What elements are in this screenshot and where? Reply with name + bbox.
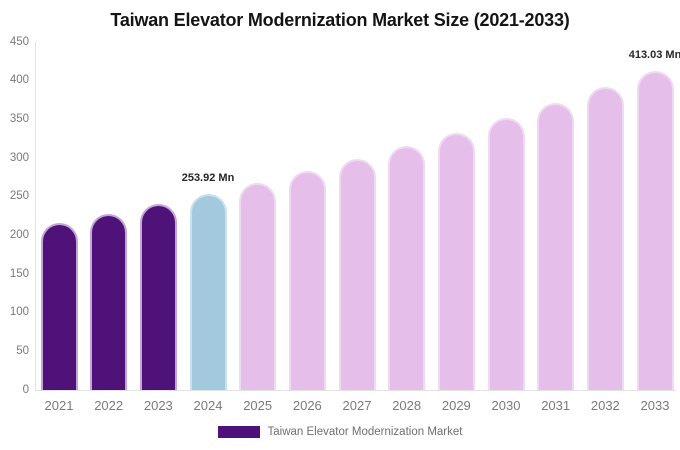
bar-2024[interactable] (189, 193, 227, 390)
x-axis-label-2031: 2031 (541, 398, 571, 413)
y-axis-line (35, 42, 36, 390)
bar-2033[interactable] (636, 70, 674, 390)
legend-swatch (217, 426, 260, 438)
y-axis-tick-label: 50 (16, 344, 29, 357)
x-axis-label-2029: 2029 (441, 398, 471, 413)
bar-value-annotation-2033: 413.03 Mn (628, 48, 680, 61)
bar-value-annotation-2024: 253.92 Mn (181, 171, 235, 184)
y-axis-tick-label: 100 (9, 306, 29, 319)
x-axis-line (35, 390, 676, 391)
bar-2023[interactable] (139, 203, 177, 390)
bar-2029[interactable] (437, 132, 475, 390)
bar-2021[interactable] (40, 223, 78, 390)
y-axis-tick-label: 350 (9, 112, 29, 125)
y-axis-tick-label: 250 (9, 190, 29, 203)
x-axis-label-2027: 2027 (342, 398, 372, 413)
bar-2030[interactable] (487, 118, 525, 390)
x-axis-label-2026: 2026 (292, 398, 322, 413)
legend-label: Taiwan Elevator Modernization Market (267, 426, 463, 438)
x-axis-label-2032: 2032 (590, 398, 620, 413)
y-axis-tick-label: 400 (9, 74, 29, 87)
x-axis-label-2022: 2022 (94, 398, 124, 413)
x-axis-label-2030: 2030 (491, 398, 521, 413)
x-axis-label-2033: 2033 (640, 398, 670, 413)
bar-2028[interactable] (388, 146, 426, 390)
x-axis-label-2021: 2021 (44, 398, 74, 413)
chart-title: Taiwan Elevator Modernization Market Siz… (110, 10, 570, 30)
bar-2027[interactable] (338, 159, 376, 390)
y-axis-tick-label: 450 (9, 35, 29, 48)
y-axis-tick-label: 300 (9, 151, 29, 164)
y-axis-tick-label: 150 (9, 267, 29, 280)
bar-2025[interactable] (239, 182, 277, 390)
y-axis-tick-label: 200 (9, 228, 29, 241)
bar-2026[interactable] (288, 171, 326, 390)
x-axis-label-2023: 2023 (143, 398, 173, 413)
x-axis-label-2024: 2024 (193, 398, 223, 413)
x-axis-label-2028: 2028 (392, 398, 422, 413)
y-axis-tick-label: 0 (22, 383, 29, 396)
bar-2031[interactable] (537, 103, 575, 390)
legend-item[interactable]: Taiwan Elevator Modernization Market (0, 426, 680, 438)
x-axis-label-2025: 2025 (243, 398, 273, 413)
bar-2032[interactable] (586, 87, 624, 390)
bar-2022[interactable] (90, 213, 128, 390)
